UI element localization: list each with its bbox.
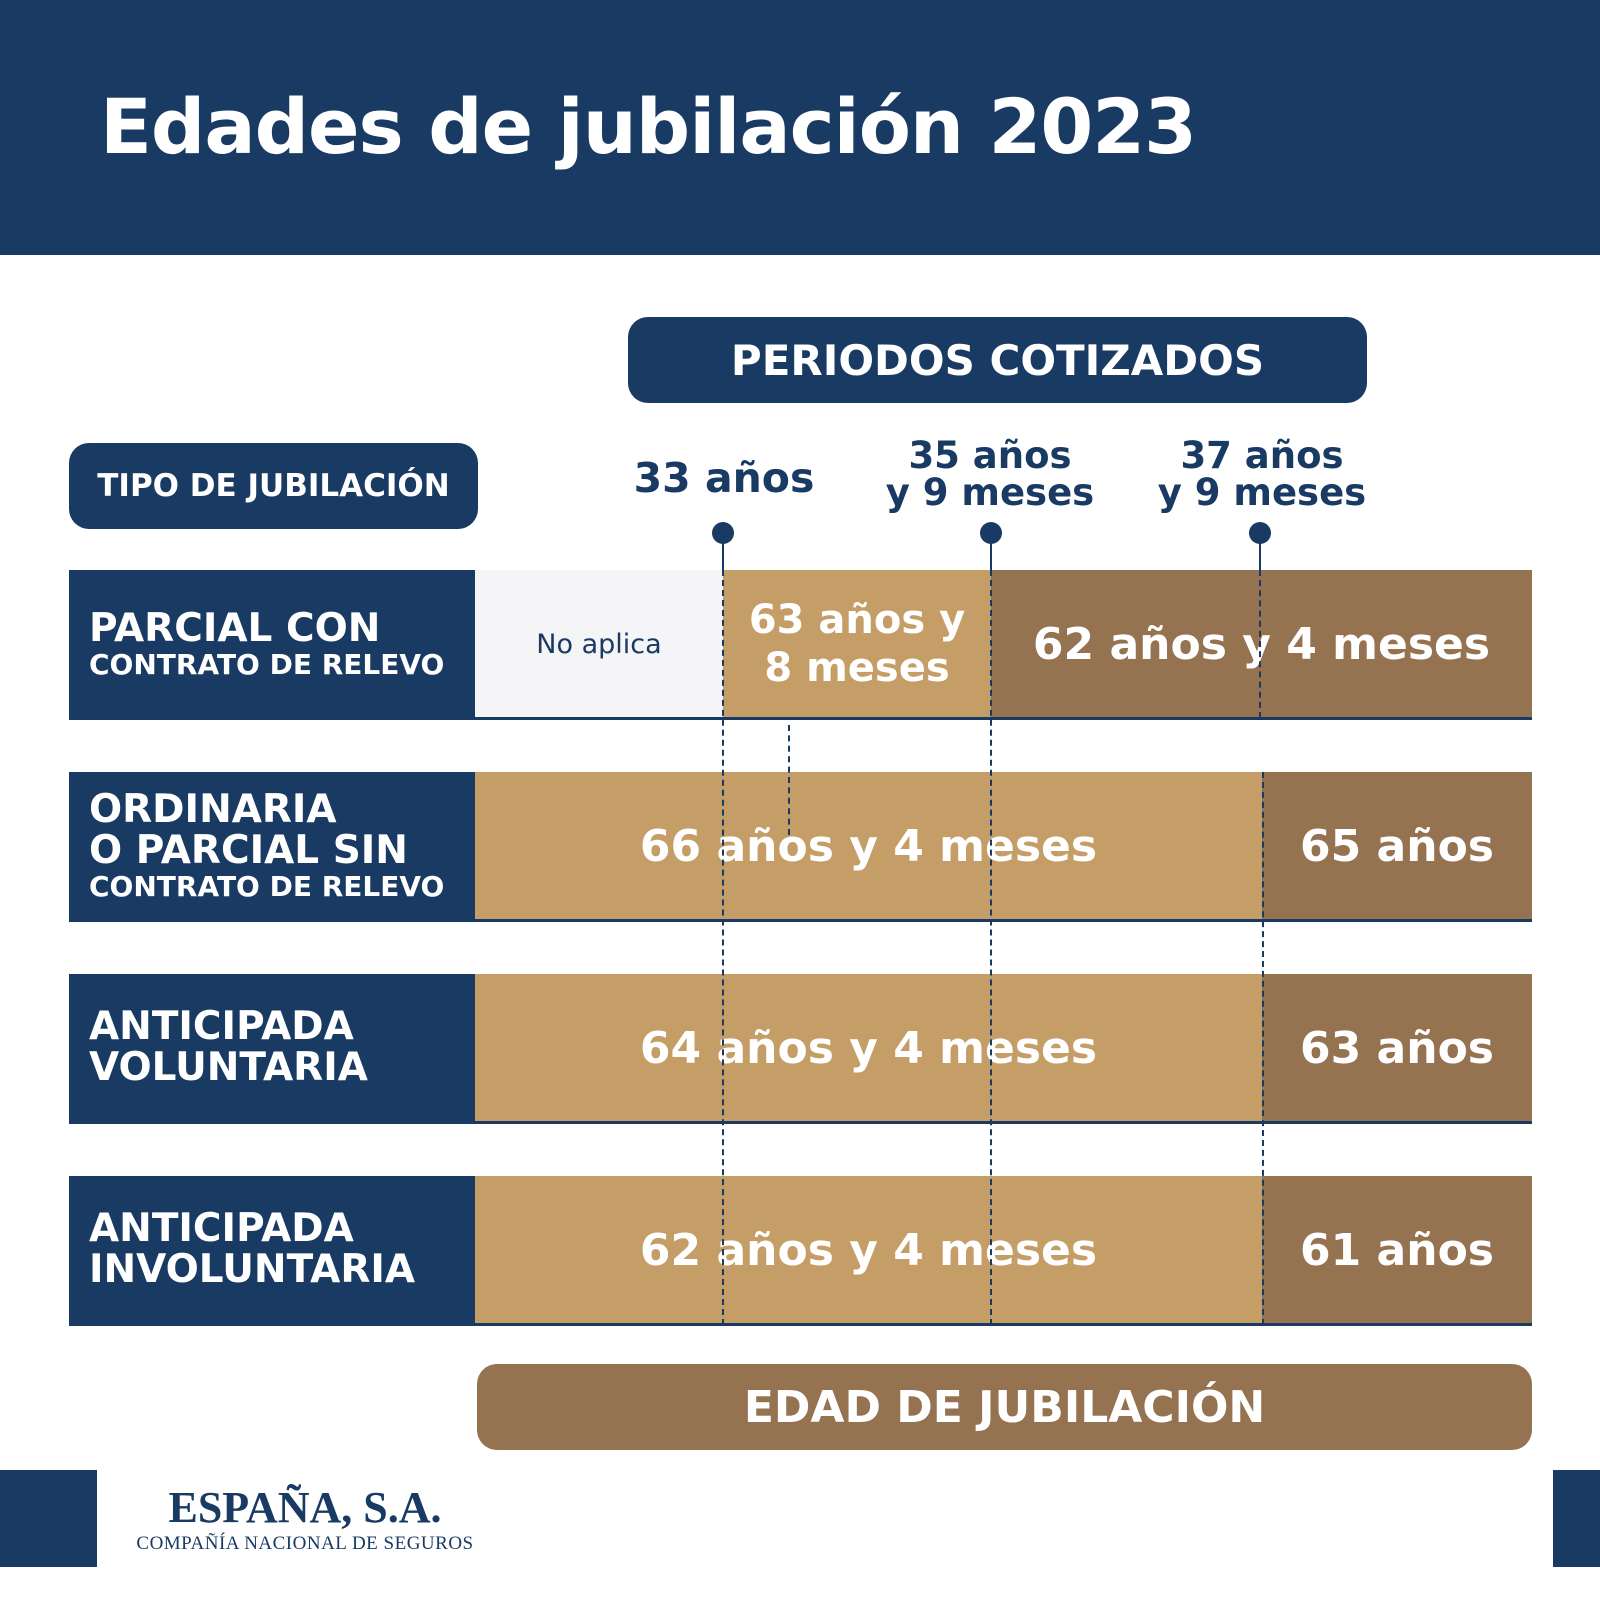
row-label-anticipada-voluntaria: ANTICIPADA VOLUNTARIA [69, 974, 475, 1122]
cell-61: 61 años [1262, 1176, 1532, 1324]
periods-header: PERIODOS COTIZADOS [628, 317, 1367, 403]
logo-subtitle: COMPAÑÍA NACIONAL DE SEGUROS [136, 1533, 474, 1554]
dashed-guide-33 [722, 570, 724, 1325]
cell-64-4: 64 años y 4 meses [475, 974, 1262, 1122]
threshold-37-9: 37 años y 9 meses [1157, 434, 1367, 514]
corner-block-right [1553, 1470, 1600, 1567]
header-banner [0, 0, 1600, 255]
row-divider [69, 717, 1532, 720]
dashed-guide-extra [788, 725, 790, 835]
row-divider [69, 919, 1532, 922]
marker-stem-33 [722, 540, 724, 570]
row-divider [69, 1121, 1532, 1124]
marker-37-9 [1249, 522, 1271, 544]
logo-name: ESPAÑA, S.A. [168, 1483, 442, 1532]
cell-62-4-involuntaria: 62 años y 4 meses [475, 1176, 1262, 1324]
cell-66-4: 66 años y 4 meses [475, 772, 1262, 920]
row-label-parcial-con-relevo: PARCIAL CON CONTRATO DE RELEVO [69, 570, 475, 718]
marker-stem-35-9 [990, 540, 992, 570]
cell-63-8: 63 años y 8 meses [723, 570, 991, 718]
dashed-guide-35-9 [990, 570, 992, 1325]
marker-33 [712, 522, 734, 544]
cell-63: 63 años [1262, 974, 1532, 1122]
dashed-guide-37-9-row1 [1259, 570, 1261, 718]
marker-35-9 [980, 522, 1002, 544]
cell-62-4: 62 años y 4 meses [991, 570, 1532, 718]
row-label-anticipada-involuntaria: ANTICIPADA INVOLUNTARIA [69, 1176, 475, 1324]
type-header: TIPO DE JUBILACIÓN [69, 443, 478, 529]
threshold-35-9: 35 años y 9 meses [885, 434, 1095, 514]
cell-no-aplica: No aplica [475, 570, 723, 718]
dashed-guide-37-9 [1262, 772, 1264, 1325]
age-footer: EDAD DE JUBILACIÓN [477, 1364, 1532, 1450]
row-divider [69, 1323, 1532, 1326]
page-title: Edades de jubilación 2023 [100, 82, 1197, 171]
row-label-ordinaria: ORDINARIA O PARCIAL SIN CONTRATO DE RELE… [69, 772, 475, 920]
cell-65: 65 años [1262, 772, 1532, 920]
threshold-33: 33 años [633, 454, 815, 502]
corner-block-left [0, 1470, 97, 1567]
marker-stem-37-9 [1259, 540, 1261, 570]
